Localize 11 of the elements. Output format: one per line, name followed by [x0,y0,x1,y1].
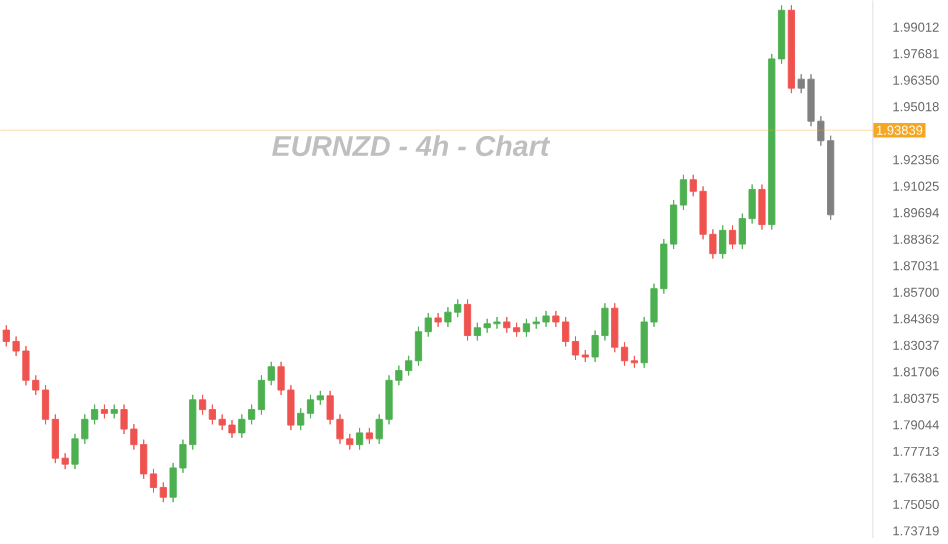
text: EURNZD - 4h - Chart [272,135,551,157]
candlestick [728,224,737,250]
candlestick [365,427,373,445]
candlestick [719,224,727,260]
candlestick [110,404,118,419]
candlestick [355,427,364,450]
candlestick [100,404,109,419]
candlestick [758,184,766,230]
candlestick [434,312,442,328]
candlestick [787,4,795,94]
candlestick [463,298,472,341]
